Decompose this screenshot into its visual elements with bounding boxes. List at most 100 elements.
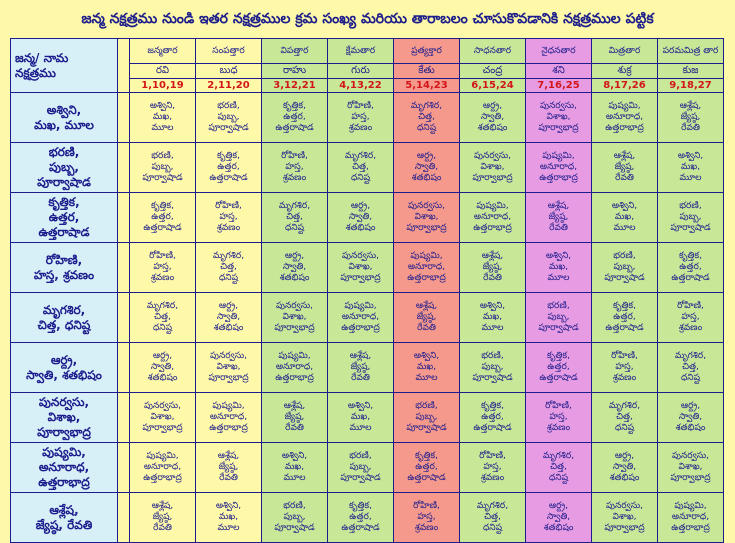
- cell-line: భరణి,: [547, 301, 570, 312]
- cell-line: పుష్యమి,: [410, 251, 443, 262]
- cell-line: చిత్త,: [616, 412, 633, 423]
- cell-line: ఉత్తరాభాద్ర: [473, 222, 512, 233]
- table-cell: ఆశ్లేష, జ్యేష్ఠ, రేవతి: [459, 242, 526, 293]
- cell-line: విశాఖ,: [348, 262, 373, 273]
- cell-line: ఉత్తర,: [283, 112, 306, 123]
- header-row-tara: జన్మ/ నామ నక్షత్రము జన్మతార సంపత్తార విపత్తా…: [10, 38, 724, 93]
- cell-line: శతభిషం: [279, 272, 310, 283]
- graha-label: కుజ: [657, 63, 724, 79]
- cell-line: పూర్వాషాడ: [142, 172, 183, 183]
- cell-line: స్వాతి,: [678, 412, 703, 423]
- cell-line: పుబ్బ,: [481, 362, 504, 373]
- cell-line: అనూరాధ,: [605, 112, 644, 123]
- table-cell: పునర్వసు, విశాఖ, పూర్వాభాద్ర: [129, 392, 196, 443]
- row-header: ఆర్ద్ర, స్వాతి, శతభిషం: [10, 342, 118, 393]
- cell-line: జ్యేష్ఠ,: [416, 312, 437, 323]
- cell-line: పుబ్బ,: [415, 412, 438, 423]
- table-cell: ఆశ్లేష, జ్యేష్ఠ, రేవతి: [327, 342, 394, 393]
- cell-line: నక్షత్రము: [15, 65, 56, 80]
- cell-line: శతభిషం: [543, 522, 574, 533]
- cell-line: కృత్తిక,: [151, 201, 174, 212]
- cell-line: పుబ్బ,: [217, 112, 240, 123]
- cell-line: చిత్త,: [682, 362, 699, 373]
- table-cell: మృగశిర, చిత్త, ధనిష్ట: [129, 292, 196, 343]
- cell-line: విశాఖ,: [480, 162, 505, 173]
- cell-line: పుష్యమి,: [542, 151, 575, 162]
- graha-label: గురు: [327, 63, 394, 79]
- cell-line: చిత్త,: [286, 212, 303, 223]
- cell-line: భరణి,: [283, 501, 306, 512]
- cell-line: పుబ్బ,: [613, 262, 636, 273]
- cell-line: ఉత్తరాషాడ: [473, 422, 512, 433]
- cell-line: ఉత్తర,: [217, 162, 240, 173]
- table-cell: అశ్విని, మఖ, మూల: [195, 492, 262, 543]
- table-row: మృగశిర, చిత్త, ధనిష్ట మృగశిర, చిత్త, ధనిష్ట ఆ…: [10, 292, 724, 343]
- cell-line: రోహిణి,: [215, 201, 242, 212]
- row-header: అశ్విని, మఖ, మూల: [10, 92, 118, 143]
- cell-line: మఖ,: [680, 162, 701, 173]
- cell-line: ధనిష్ట: [680, 372, 701, 383]
- table-cell: అశ్విని, మఖ, మూల: [129, 92, 196, 143]
- cell-line: భరణి,: [415, 401, 438, 412]
- cell-line: ఉత్తర,: [349, 512, 372, 523]
- cell-line: రోహిణి,: [413, 501, 440, 512]
- cell-line: భరణి,: [613, 251, 636, 262]
- table-row: భరణి, పుబ్బ, పూర్వాషాడ భరణి, పుబ్బ, పూర్వాషాడ…: [10, 142, 724, 193]
- gap-column: [117, 38, 130, 93]
- cell-line: మృగశిర,: [42, 302, 86, 317]
- cell-line: మృగశిర,: [542, 451, 575, 462]
- cell-line: మఖ,: [482, 312, 503, 323]
- table-cell: కృత్తిక, ఉత్తర, ఉత్తరాషాడ: [657, 242, 724, 293]
- cell-line: పూర్వాషాడ: [406, 422, 447, 433]
- cell-line: విశాఖ,: [47, 410, 81, 424]
- tara-header: మిత్రతార: [591, 38, 658, 64]
- cell-line: స్వాతి,: [216, 312, 241, 323]
- cell-line: కృత్తిక,: [415, 451, 438, 462]
- gap-cell: [117, 392, 130, 443]
- table-cell: పునర్వసు, విశాఖ, పూర్వాభాద్ర: [591, 492, 658, 543]
- cell-line: శ్రవణం: [612, 372, 637, 383]
- cell-line: అశ్విని,: [677, 151, 704, 162]
- tara-header: జన్మతార: [129, 38, 196, 64]
- table-cell: మృగశిర, చిత్త, ధనిష్ట: [195, 242, 262, 293]
- cell-line: కృత్తిక,: [481, 401, 504, 412]
- row-header: పునర్వసు, విశాఖ, పూర్వాభాద్ర: [10, 392, 118, 443]
- row-header: రోహిణి, హస్త, శ్రవణం: [10, 242, 118, 293]
- cell-line: శతభిషం: [477, 122, 508, 133]
- cell-line: ఉత్తరాషాడ: [605, 322, 644, 333]
- cell-line: ఉత్తరాభాద్ర: [407, 272, 446, 283]
- cell-line: ఆర్ద్ర,: [218, 301, 239, 312]
- cell-line: ధనిష్ట: [416, 122, 437, 133]
- table-cell: భరణి, పుబ్బ, పూర్వాషాడ: [195, 92, 262, 143]
- table-cell: పుష్యమి, అనూరాధ, ఉత్తరాభాద్ర: [393, 242, 460, 293]
- table-cell: భరణి, పుబ్బ, పూర్వాషాడ: [657, 192, 724, 243]
- cell-line: ఉత్తర,: [151, 212, 174, 223]
- cell-line: శ్రవణం: [678, 322, 703, 333]
- cell-line: చిత్త,: [154, 312, 171, 323]
- table-cell: అశ్విని, మఖ, మూల: [393, 342, 460, 393]
- cell-line: పునర్వసు,: [407, 201, 446, 212]
- cell-line: ధనిష్ట: [284, 222, 305, 233]
- cell-line: హస్త,: [219, 212, 238, 223]
- tara-header: ప్రత్యక్తార: [393, 38, 460, 64]
- cell-line: భరణి,: [349, 451, 372, 462]
- table-cell: మృగశిర, చిత్త, ధనిష్ట: [525, 442, 592, 493]
- cell-line: హస్త, శ్రవణం: [33, 267, 95, 282]
- cell-line: రోహిణి,: [45, 252, 83, 267]
- table-cell: మృగశిర, చిత్త, ధనిష్ట: [591, 392, 658, 443]
- cell-line: విశాఖ,: [282, 312, 307, 323]
- cell-line: ఉత్తరాషాడ: [38, 225, 90, 239]
- row-header: ఆశ్లేష, జ్యేష్ఠ, రేవతి: [10, 492, 118, 543]
- cell-line: ఉత్తర,: [48, 210, 80, 224]
- sequence-numbers: 4,13,22: [327, 78, 394, 93]
- cell-line: మృగశిర,: [410, 101, 443, 112]
- table-cell: భరణి, పుబ్బ, పూర్వాషాడ: [459, 342, 526, 393]
- table-row: ఆర్ద్ర, స్వాతి, శతభిషం ఆర్ద్ర, స్వాతి, శతభిష…: [10, 342, 724, 393]
- cell-line: పుష్యమి,: [674, 501, 707, 512]
- cell-line: పునర్వసు,: [671, 451, 710, 462]
- cell-line: ఆశ్లేష,: [679, 101, 702, 112]
- cell-line: అనూరాధ,: [341, 312, 380, 323]
- cell-line: ధనిష్ట: [350, 172, 371, 183]
- cell-line: పూర్వాభాద్ర: [37, 425, 91, 439]
- table-cell: ఆర్ద్ర, స్వాతి, శతభిషం: [195, 292, 262, 343]
